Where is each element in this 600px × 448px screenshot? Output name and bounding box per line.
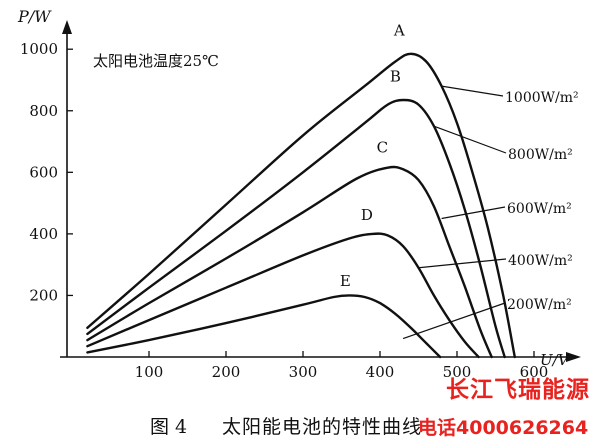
- y-axis-label: P/W: [17, 7, 52, 26]
- power-voltage-chart: 200 400 600 800 1000 100 200 300 400 500 600 P/W U/…: [17, 7, 581, 381]
- series-line-E: [86, 294, 442, 359]
- y-tick-label: 400: [29, 225, 58, 243]
- irradiance-label: 1000W/m²: [505, 90, 579, 106]
- watermark-phone: 电话4000626264: [418, 417, 589, 439]
- irradiance-label: 400W/m²: [508, 253, 573, 269]
- series-name-label: B: [390, 68, 401, 86]
- leader-line: [441, 85, 504, 97]
- series-name-label: D: [361, 206, 373, 224]
- chart-series: [86, 52, 516, 359]
- figure-caption: 图 4 太阳能电池的特性曲线: [0, 404, 600, 444]
- leader-line: [433, 125, 507, 154]
- figure-title: 太阳能电池的特性曲线: [222, 416, 423, 438]
- temperature-annotation: 太阳电池温度25℃: [93, 52, 219, 70]
- irradiance-label: 600W/m²: [507, 201, 572, 217]
- x-tick-label: 600: [520, 363, 549, 381]
- x-axis-label: U/V: [540, 351, 571, 369]
- series-line-C: [86, 165, 493, 359]
- y-tick-label: 800: [29, 102, 58, 120]
- y-tick-label: 600: [29, 163, 58, 181]
- series-line-B: [86, 98, 506, 359]
- leader-line: [402, 302, 506, 340]
- x-tick-label: 400: [366, 363, 395, 381]
- series-name-label: E: [340, 272, 351, 290]
- irradiance-label: 800W/m²: [508, 147, 573, 163]
- y-axis-arrow: [62, 20, 72, 34]
- x-tick-label: 300: [289, 363, 318, 381]
- leader-line: [418, 258, 507, 269]
- x-tick-label: 100: [135, 363, 164, 381]
- y-tick-label: 200: [29, 286, 58, 304]
- irradiance-label: 200W/m²: [507, 297, 572, 313]
- figure-number: 图 4: [150, 416, 188, 438]
- series-name-label: C: [377, 138, 388, 156]
- x-axis-arrow: [566, 352, 581, 362]
- watermark-brand: 长江飞瑞能源: [446, 377, 590, 403]
- y-tick-label: 1000: [20, 40, 58, 58]
- chart-axes: [60, 20, 581, 362]
- x-tick-label: 500: [443, 363, 472, 381]
- series-line-A: [86, 52, 516, 359]
- series-name-label: A: [393, 21, 405, 39]
- x-tick-label: 200: [212, 363, 241, 381]
- chart-labels: P/W U/V 太阳电池温度25℃ A 1000W/m² B 800W/m² C 600W/m²…: [17, 7, 579, 369]
- chart-ticks: 200 400 600 800 1000 100 200 300 400 500 600: [20, 40, 549, 381]
- series-line-D: [86, 232, 480, 359]
- leader-line: [441, 206, 506, 220]
